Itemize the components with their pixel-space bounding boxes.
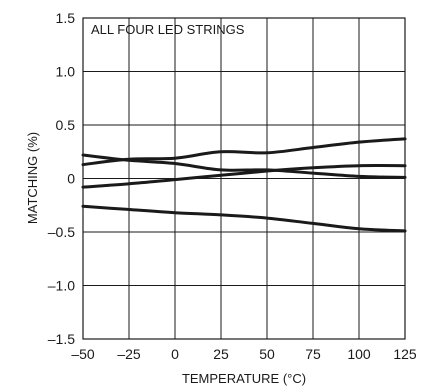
x-tick-label: 25	[213, 346, 229, 362]
y-axis-title: MATCHING (%)	[25, 132, 40, 224]
chart-annotation: ALL FOUR LED STRINGS	[91, 22, 245, 37]
series-line-3	[81, 164, 407, 189]
x-tick-label: 100	[347, 346, 371, 362]
x-tick-label: –50	[71, 346, 95, 362]
x-tick-label: 125	[393, 346, 417, 362]
series-line-2	[81, 153, 407, 179]
x-tick-label: 75	[305, 346, 321, 362]
y-tick-label: –0.5	[48, 224, 75, 240]
y-tick-label: –1.0	[48, 278, 75, 294]
y-tick-label: –1.5	[48, 331, 75, 347]
y-tick-label: 0	[67, 171, 75, 187]
series-line-1	[81, 137, 407, 167]
y-tick-label: 1.5	[56, 10, 76, 26]
series-line-4	[81, 204, 407, 233]
grid-layer	[83, 18, 405, 339]
series-layer	[81, 137, 407, 233]
y-tick-label: 1.0	[56, 64, 76, 80]
y-tick-label: 0.5	[56, 117, 76, 133]
x-tick-label: 0	[171, 346, 179, 362]
x-tick-label: 50	[259, 346, 275, 362]
tick-layer: –50 –25 0 25 50 75 100 125 1.5 1.0 0.5 0 –0.5 –1.0 –1.…	[48, 10, 417, 362]
x-axis-title: TEMPERATURE (°C)	[182, 371, 306, 386]
x-tick-label: –25	[117, 346, 141, 362]
